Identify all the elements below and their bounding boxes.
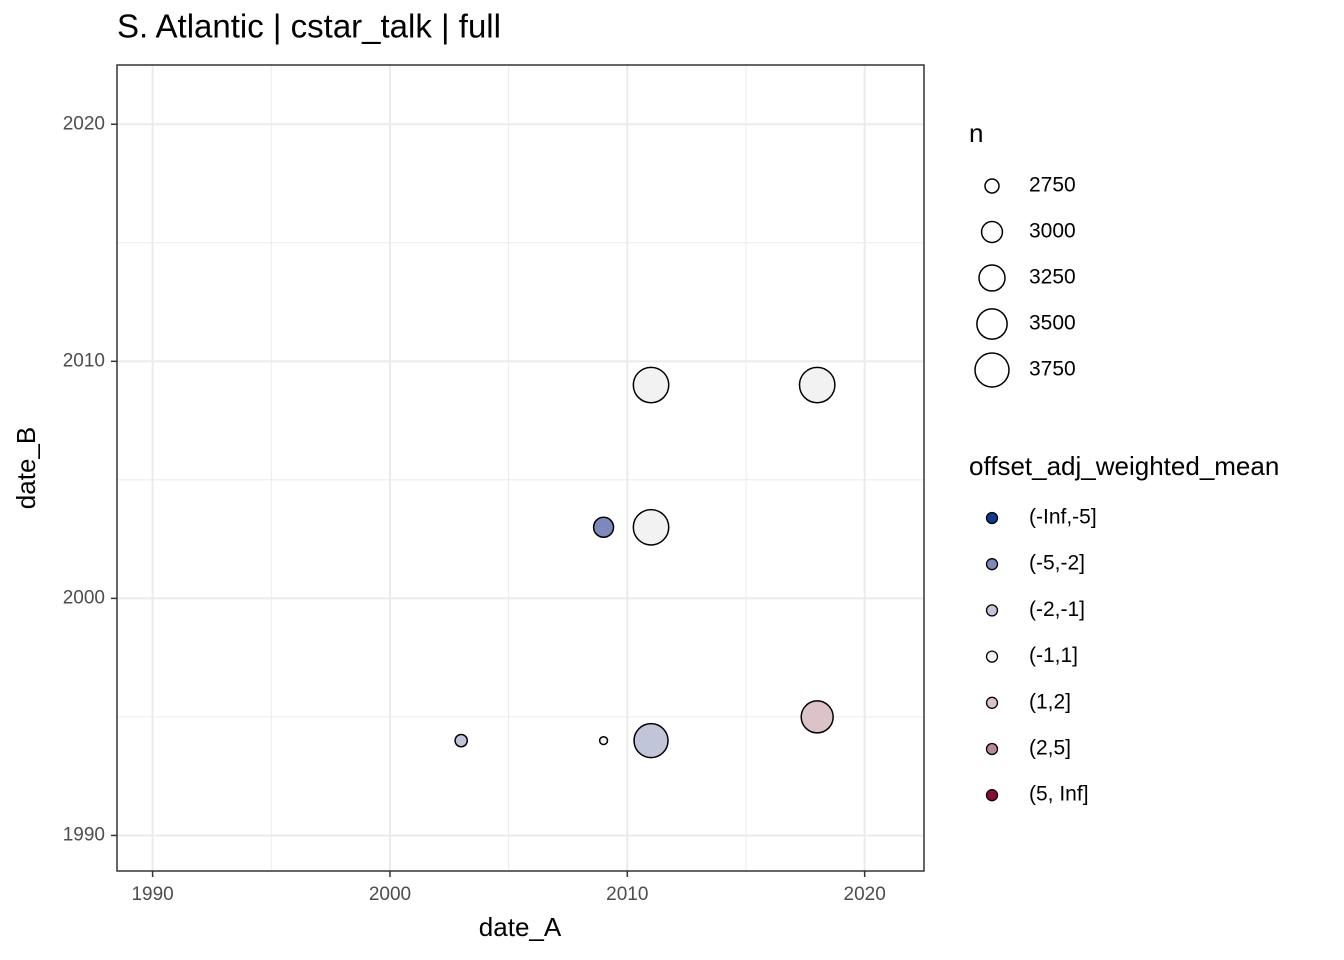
size-legend-title: n: [969, 118, 983, 148]
color-legend-key: [985, 696, 999, 709]
x-tick-label: 2010: [606, 884, 648, 905]
point: [454, 733, 468, 748]
point: [798, 366, 836, 404]
point: [633, 722, 669, 759]
size-legend-key: [980, 220, 1004, 244]
size-legend-label: 3500: [1029, 312, 1076, 335]
point: [598, 735, 609, 746]
size-legend-key: [974, 352, 1010, 388]
point: [632, 508, 670, 546]
y-tick-label: 1990: [63, 824, 105, 845]
color-legend-key: [985, 511, 999, 525]
size-legend-label: 3250: [1029, 266, 1076, 289]
point: [592, 516, 615, 538]
color-legend-label: (5, Inf]: [1029, 783, 1089, 806]
x-tick-label: 2000: [369, 884, 411, 905]
color-legend-label: (-2,-1]: [1029, 598, 1085, 621]
x-axis-title: date_A: [479, 912, 562, 942]
color-legend-key: [985, 742, 999, 756]
chart-title: S. Atlantic | cstar_talk | full: [117, 8, 501, 45]
size-legend-key: [978, 264, 1006, 292]
grid: [117, 65, 924, 871]
y-tick-label: 2010: [63, 350, 105, 371]
size-legend-label: 3750: [1029, 358, 1076, 381]
size-legend-key: [976, 308, 1008, 340]
size-legend-label: 3000: [1029, 220, 1076, 243]
color-legend-label: (-1,1]: [1029, 644, 1078, 667]
color-legend-label: (-5,-2]: [1029, 552, 1085, 575]
x-tick-label: 1990: [131, 884, 173, 905]
color-legend-key: [985, 604, 999, 617]
points: [454, 366, 836, 759]
point: [632, 366, 670, 404]
color-legend-key: [985, 558, 999, 571]
color-legend-label: (1,2]: [1029, 690, 1071, 713]
panel-border: [116, 64, 925, 872]
point: [800, 700, 834, 734]
x-tick-label: 2020: [844, 884, 886, 905]
color-legend-key: [985, 650, 999, 663]
y-axis-title: date_B: [11, 427, 41, 509]
color-legend-key: [985, 789, 999, 802]
color-legend-title: offset_adj_weighted_mean: [969, 451, 1279, 481]
y-tick-label: 2000: [63, 587, 105, 608]
color-legend-label: (2,5]: [1029, 737, 1071, 760]
y-tick-label: 2020: [63, 113, 105, 134]
size-legend-label: 2750: [1029, 174, 1076, 197]
size-legend-key: [984, 178, 1000, 194]
color-legend-label: (-Inf,-5]: [1029, 506, 1097, 529]
